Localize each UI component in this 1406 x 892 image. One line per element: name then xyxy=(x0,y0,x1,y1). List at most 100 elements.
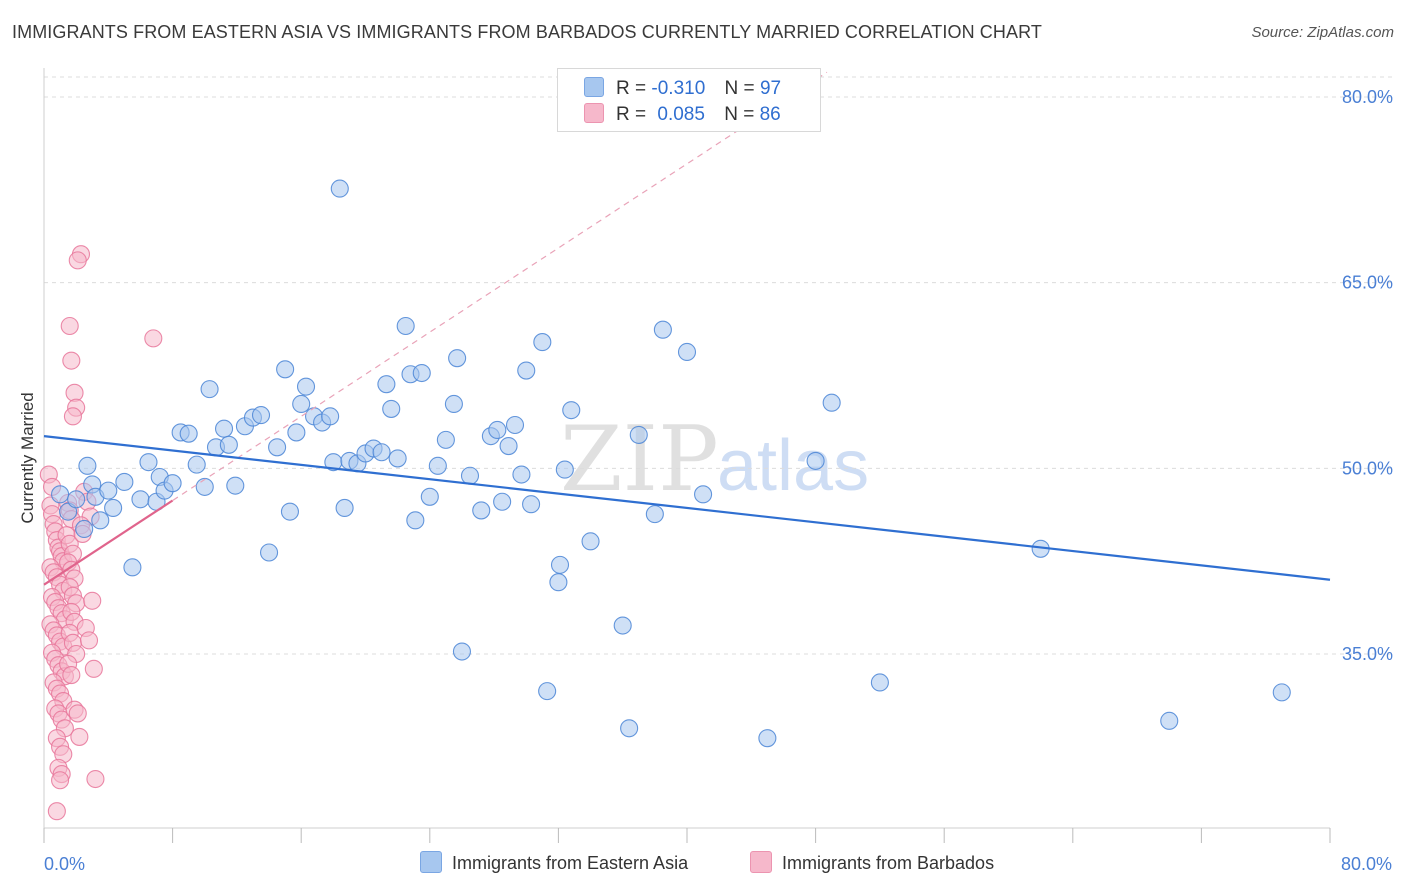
point-eastern-asia xyxy=(91,511,110,530)
point-eastern-asia xyxy=(131,490,150,509)
legend-swatch-eastern-asia xyxy=(420,851,442,873)
y-tick-label: 65.0% xyxy=(1342,273,1393,293)
point-eastern-asia xyxy=(296,377,316,396)
point-eastern-asia xyxy=(555,460,574,479)
point-eastern-asia xyxy=(123,558,142,577)
trend-lines xyxy=(43,71,1331,586)
y-tick-label: 50.0% xyxy=(1342,458,1393,478)
point-eastern-asia xyxy=(562,401,581,420)
point-eastern-asia xyxy=(613,616,632,635)
point-eastern-asia xyxy=(78,456,97,475)
point-eastern-asia xyxy=(620,719,639,738)
point-eastern-asia xyxy=(653,320,672,339)
legend-label: Immigrants from Barbados xyxy=(782,853,995,873)
x-tick-labels: 0.0% 80.0% xyxy=(44,854,1392,874)
point-eastern-asia xyxy=(179,424,198,443)
point-eastern-asia xyxy=(226,476,245,495)
point-barbados xyxy=(62,665,81,685)
watermark-zip: ZIP xyxy=(560,407,719,512)
point-eastern-asia xyxy=(581,532,600,551)
point-eastern-asia xyxy=(550,555,570,574)
point-barbados xyxy=(47,802,66,821)
point-eastern-asia xyxy=(219,435,238,454)
point-eastern-asia xyxy=(251,406,271,425)
point-eastern-asia xyxy=(276,360,295,379)
x-tick-label: 80.0% xyxy=(1341,854,1392,874)
y-axis-label: Currently Married xyxy=(18,392,37,523)
trend-line-eastern-asia xyxy=(43,435,1331,581)
stats-legend-row-eastern-asia: R = -0.310 N = 97 xyxy=(584,77,781,101)
point-barbados xyxy=(86,769,105,789)
r-label: R = xyxy=(616,104,647,125)
y-tick-label: 80.0% xyxy=(1342,87,1393,107)
point-eastern-asia xyxy=(99,481,118,500)
point-eastern-asia xyxy=(488,420,507,440)
legend-swatch-eastern-asia xyxy=(584,77,604,97)
grid xyxy=(44,76,1392,655)
point-eastern-asia xyxy=(292,394,311,414)
point-eastern-asia xyxy=(187,455,206,474)
point-barbados xyxy=(62,351,81,370)
point-eastern-asia xyxy=(677,342,697,362)
legend-swatch-barbados xyxy=(584,103,604,123)
point-barbados xyxy=(144,329,163,348)
point-eastern-asia xyxy=(517,361,536,380)
x-tick-label: 0.0% xyxy=(44,854,85,874)
point-eastern-asia xyxy=(287,423,306,442)
point-eastern-asia xyxy=(499,437,518,456)
point-eastern-asia xyxy=(382,399,401,418)
point-barbados xyxy=(70,727,89,746)
n-value: 86 xyxy=(759,104,781,125)
point-eastern-asia xyxy=(163,474,182,493)
point-eastern-asia xyxy=(448,349,467,368)
point-eastern-asia xyxy=(444,394,463,414)
n-value: 97 xyxy=(759,78,782,99)
point-eastern-asia xyxy=(195,477,214,496)
point-eastern-asia xyxy=(330,179,349,198)
point-barbados xyxy=(51,771,70,790)
point-eastern-asia xyxy=(420,487,439,506)
point-barbados xyxy=(68,704,87,723)
chart-title: IMMIGRANTS FROM EASTERN ASIA VS IMMIGRAN… xyxy=(12,22,1042,42)
point-eastern-asia xyxy=(115,472,134,491)
trend-line-barbados-extended xyxy=(43,71,828,586)
point-eastern-asia xyxy=(512,465,531,484)
legend-item-eastern-asia[interactable]: Immigrants from Eastern Asia xyxy=(420,851,688,874)
legend-item-barbados[interactable]: Immigrants from Barbados xyxy=(750,851,994,874)
point-eastern-asia xyxy=(549,573,568,592)
point-eastern-asia xyxy=(472,501,491,520)
point-eastern-asia xyxy=(758,729,777,748)
stats-legend-row-barbados: R = 0.085 N = 86 xyxy=(584,103,781,127)
point-eastern-asia xyxy=(200,380,219,399)
y-tick-label: 35.0% xyxy=(1342,644,1393,664)
point-barbados xyxy=(60,316,79,336)
r-value: -0.310 xyxy=(651,78,706,99)
point-eastern-asia xyxy=(396,316,415,336)
point-eastern-asia xyxy=(406,511,425,530)
point-eastern-asia xyxy=(321,407,340,426)
stats-legend: R = -0.310 N = 97 R = 0.085 N = 86 xyxy=(557,68,821,132)
point-eastern-asia xyxy=(806,451,825,470)
point-eastern-asia xyxy=(522,495,541,514)
point-barbados xyxy=(68,251,87,270)
point-eastern-asia xyxy=(538,682,557,701)
point-eastern-asia xyxy=(645,505,664,524)
point-barbados xyxy=(84,659,103,678)
trend-line-barbados xyxy=(43,499,174,586)
point-barbados xyxy=(63,407,82,426)
r-value: 0.085 xyxy=(657,104,705,125)
point-eastern-asia xyxy=(268,438,287,457)
point-eastern-asia xyxy=(1160,711,1179,730)
point-eastern-asia xyxy=(67,490,86,509)
point-eastern-asia xyxy=(870,673,889,692)
point-eastern-asia xyxy=(694,485,713,504)
point-eastern-asia xyxy=(822,393,841,412)
point-eastern-asia xyxy=(280,502,299,521)
point-eastern-asia xyxy=(460,466,480,485)
r-label: R = xyxy=(616,78,647,99)
data-points xyxy=(39,179,1291,821)
point-eastern-asia xyxy=(104,498,123,517)
point-eastern-asia xyxy=(493,492,512,511)
point-eastern-asia xyxy=(372,443,391,462)
